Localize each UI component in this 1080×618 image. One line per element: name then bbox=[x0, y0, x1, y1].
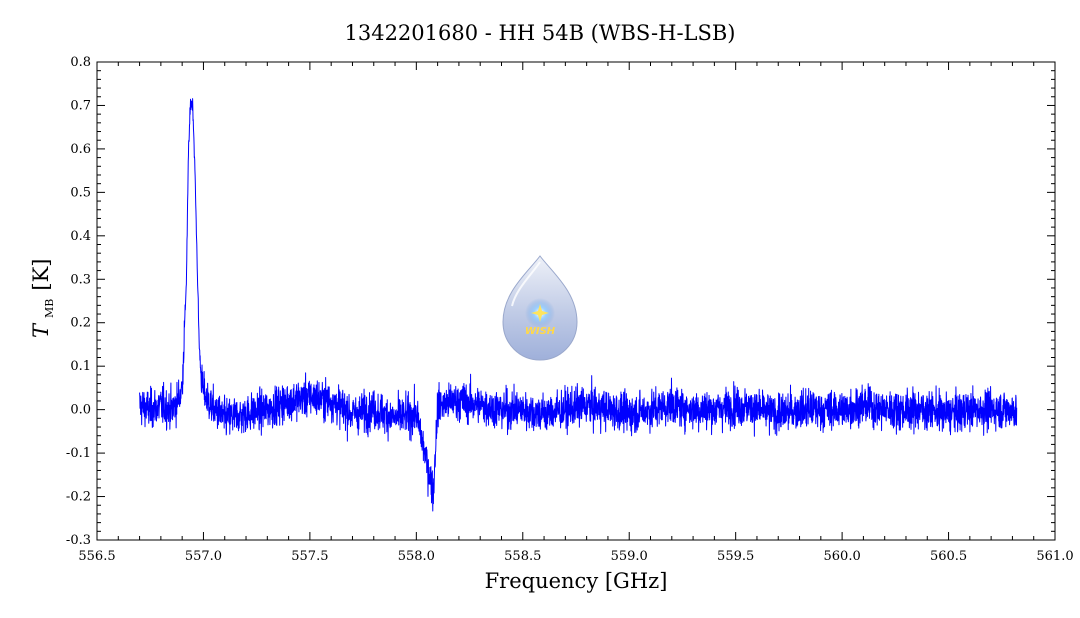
x-tick-label: 560.0 bbox=[824, 549, 861, 564]
y-tick-label: 0.4 bbox=[70, 229, 91, 244]
y-tick-label: -0.1 bbox=[66, 446, 91, 461]
y-axis-tick-labels: -0.3 -0.2 -0.1 0.0 0.1 0.2 0.3 0.4 0.5 0.6 0.7 0.8 bbox=[66, 55, 91, 548]
x-tick-label: 558.5 bbox=[504, 549, 541, 564]
wish-logo-text: WISH bbox=[525, 326, 556, 337]
y-tick-label: 0.8 bbox=[70, 55, 91, 70]
x-tick-label: 557.5 bbox=[291, 549, 328, 564]
spectrum-series-line bbox=[139, 98, 1018, 512]
y-tick-label: -0.2 bbox=[66, 490, 91, 505]
x-tick-label: 558.0 bbox=[398, 549, 435, 564]
x-axis-label: Frequency [GHz] bbox=[485, 569, 668, 593]
y-tick-label: 0.5 bbox=[70, 185, 91, 200]
y-tick-label: 0.3 bbox=[70, 272, 91, 287]
y-tick-label: 0.0 bbox=[70, 403, 91, 418]
y-tick-label: 0.7 bbox=[70, 98, 91, 113]
x-tick-label: 559.0 bbox=[611, 549, 648, 564]
y-axis-ticks bbox=[97, 61, 1055, 541]
plot-frame bbox=[96, 61, 1056, 541]
y-tick-label: 0.2 bbox=[70, 316, 91, 331]
star-icon bbox=[531, 304, 549, 322]
y-axis-label: T MB [K] bbox=[29, 259, 57, 338]
svg-text:T MB [K]: T MB [K] bbox=[29, 259, 57, 338]
x-tick-label: 561.0 bbox=[1036, 549, 1073, 564]
y-tick-label: -0.3 bbox=[66, 533, 91, 548]
y-tick-label: 0.6 bbox=[70, 142, 91, 157]
plot-area: 556.5 557.0 557.5 558.0 558.5 559.0 559.5 560.0… bbox=[66, 55, 1074, 564]
x-tick-label: 557.0 bbox=[185, 549, 222, 564]
y-tick-label: 0.1 bbox=[70, 359, 91, 374]
x-tick-label: 559.5 bbox=[717, 549, 754, 564]
y-axis-label-subscript: MB bbox=[43, 299, 56, 318]
x-tick-label: 560.5 bbox=[930, 549, 967, 564]
chart-title: 1342201680 - HH 54B (WBS-H-LSB) bbox=[344, 21, 735, 45]
x-axis-ticks bbox=[96, 62, 1056, 540]
x-tick-label: 556.5 bbox=[78, 549, 115, 564]
y-axis-label-unit: [K] bbox=[29, 259, 53, 291]
wish-logo: WISH bbox=[502, 255, 578, 361]
y-axis-label-main: T bbox=[29, 322, 53, 338]
x-axis-tick-labels: 556.5 557.0 557.5 558.0 558.5 559.0 559.5 560.0… bbox=[78, 549, 1073, 564]
